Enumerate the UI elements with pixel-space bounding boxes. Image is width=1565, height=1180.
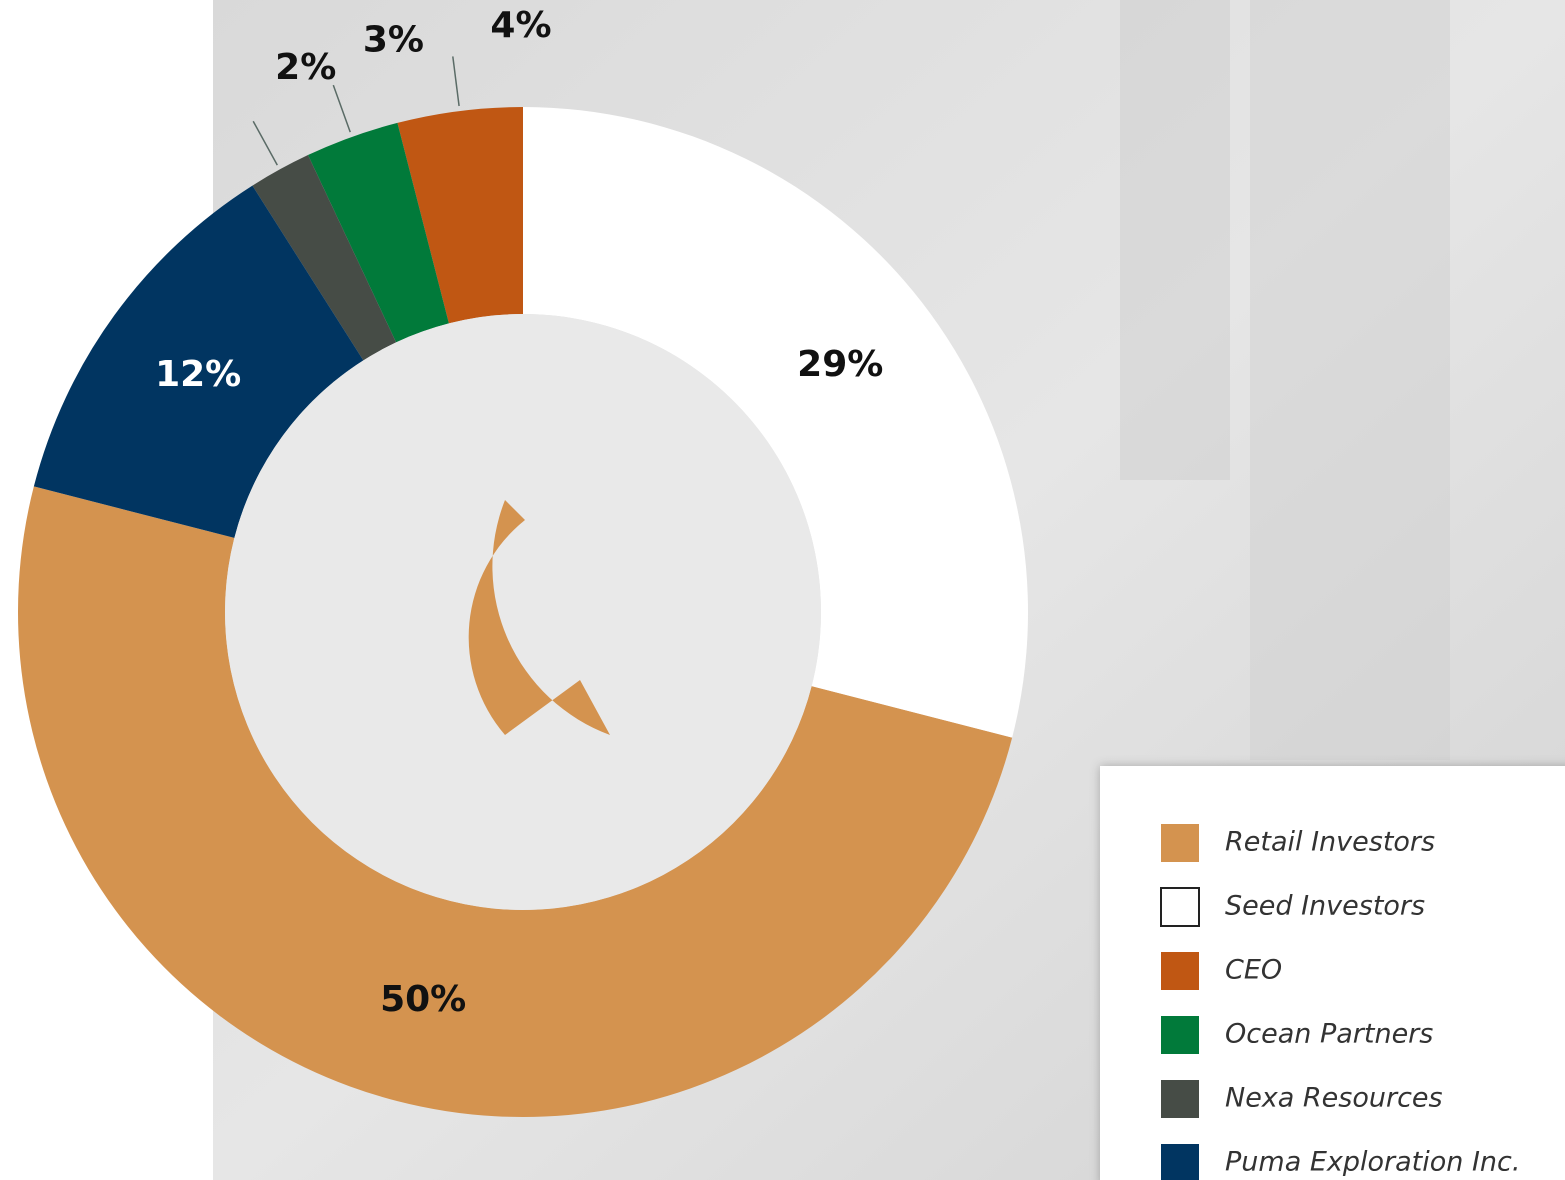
logo xyxy=(468,500,610,735)
donut-slice xyxy=(252,155,397,361)
legend-swatch xyxy=(1161,952,1199,990)
data-label: 12% xyxy=(155,354,241,395)
donut-slice xyxy=(523,107,1028,738)
data-label: 4% xyxy=(490,5,551,46)
donut-slice xyxy=(307,122,449,343)
legend-label: Ocean Partners xyxy=(1225,1019,1433,1050)
legend-swatch xyxy=(1161,1144,1199,1180)
leader-line xyxy=(332,84,351,133)
photo-shape xyxy=(1250,0,1450,760)
data-label: 50% xyxy=(380,979,466,1020)
legend-label: Seed Investors xyxy=(1225,891,1425,922)
data-label: 2% xyxy=(275,47,336,88)
data-label: 29% xyxy=(797,344,883,385)
legend-swatch xyxy=(1161,1016,1199,1054)
donut-slice xyxy=(33,185,364,538)
labels: 50% 29% 4% 3% 2% 12% xyxy=(155,5,883,1020)
legend-swatch xyxy=(1161,824,1199,862)
legend-label: CEO xyxy=(1225,955,1282,986)
legend-swatch xyxy=(1161,1080,1199,1118)
legend-label: Retail Investors xyxy=(1225,827,1435,858)
donut xyxy=(17,107,1028,1117)
legend-label: Nexa Resources xyxy=(1225,1083,1443,1114)
donut-slice xyxy=(17,486,1013,1117)
leader-line xyxy=(452,56,460,107)
donut-slice xyxy=(397,107,523,324)
legend-swatch xyxy=(1160,887,1200,927)
donut-hole xyxy=(225,314,821,910)
leader-line xyxy=(252,120,278,166)
legend-label: Puma Exploration Inc. xyxy=(1225,1147,1520,1178)
photo-shape xyxy=(1120,0,1230,480)
data-label: 3% xyxy=(363,20,424,61)
